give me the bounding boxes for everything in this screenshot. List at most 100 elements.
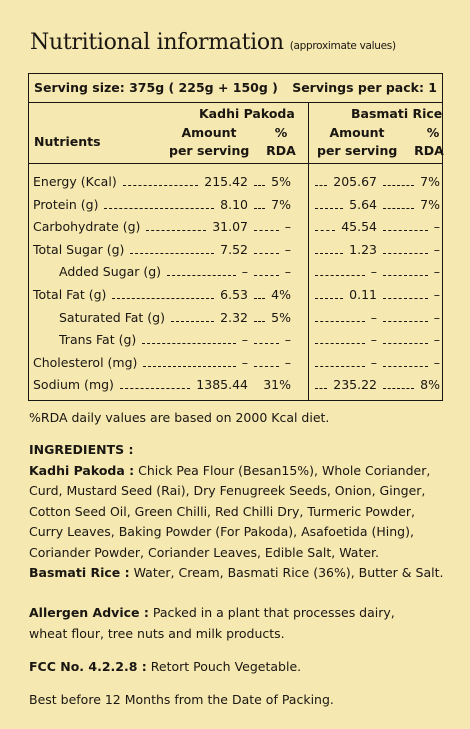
nutrient-row: Added Sugar (g) – – – – [33,264,440,282]
nutrients-header: Nutrients [34,134,101,149]
dotted-leader [254,207,265,209]
dotted-leader [254,230,279,232]
nutrient-row: Carbohydrate (g) 31.07 – 45.54 – [33,219,440,237]
dotted-leader [254,275,279,277]
nutrient-row: Cholesterol (mg) – – – – [33,354,440,373]
fcc-text: Retort Pouch Vegetable. [150,659,302,674]
kadhi-rda: 31% [263,377,291,393]
dotted-leader [315,252,343,254]
servings-per-pack: Servings per pack: 1 [292,80,437,95]
rice-label: Basmati Rice : [29,565,130,580]
dotted-leader [254,365,279,367]
kadhi-amount: 7.52 [220,241,248,257]
rice-rda: 8% [420,377,440,393]
rice-amount: – [370,309,377,325]
kadhi-rda: 5% [271,174,291,189]
kadhi-amount: – [241,264,248,280]
rice-amount: 205.67 [333,174,377,189]
rice-rda: 7% [420,196,440,212]
rice-rda: – [433,287,440,302]
dotted-leader [315,185,327,186]
dotted-leader [315,343,365,345]
col-kadhi-header: Kadhi Pakoda [199,106,295,121]
nutrient-name: Protein (g) [33,196,99,212]
dotted-leader [143,365,236,367]
dotted-leader [112,298,214,299]
dotted-leader [254,185,265,186]
rice-amount: 5.64 [349,196,377,212]
kadhi-rda: – [284,241,291,257]
allergen-section: Allergen Advice : Packed in a plant that… [29,603,449,644]
kadhi-rda: – [284,219,291,235]
dotted-leader [254,343,279,345]
nutrient-name: Added Sugar (g) [59,264,162,280]
rice-rda: 7% [420,174,440,189]
ingredients-heading: INGREDIENTS : [29,442,134,457]
nutrient-name: Carbohydrate (g) [33,219,141,235]
nutrient-row: Trans Fat (g) – – – – [33,332,440,350]
nutrient-name: Saturated Fat (g) [59,309,165,325]
kadhi-line-5: Coriander Powder, Coriander Leaves, Edib… [29,544,379,560]
best-before: Best before 12 Months from the Date of P… [29,692,334,707]
dotted-leader [315,365,365,367]
nutrient-row: Saturated Fat (g) 2.32 5% – – [33,309,440,328]
nutrient-name: Total Sugar (g) [33,241,125,257]
nutrient-name: Sodium (mg) [33,377,114,393]
fcc-section: FCC No. 4.2.2.8 : Retort Pouch Vegetable… [29,657,449,678]
rice-rda: – [433,332,440,348]
nutrient-name: Trans Fat (g) [59,332,137,348]
dotted-leader [130,252,214,254]
kadhi-amount: 215.42 [204,174,248,189]
dotted-leader [120,388,190,390]
kadhi-amount: 31.07 [212,219,248,235]
kadhi-rda: – [284,354,291,370]
kadhi-pct-header: % [274,125,288,140]
kadhi-rda: – [284,264,291,280]
kadhi-amount: 2.32 [220,309,248,325]
dotted-leader [315,275,365,277]
dotted-leader [315,388,327,390]
dotted-leader [167,275,236,277]
dotted-leader [254,320,265,322]
dotted-leader [383,298,428,299]
dotted-leader [315,320,365,322]
kadhi-rda: 4% [271,287,291,302]
kadhi-rda: 5% [271,309,291,325]
dotted-leader [383,320,428,322]
dotted-leader [383,388,414,390]
dotted-leader [104,207,214,209]
dotted-leader [142,343,236,345]
rice-text: Water, Cream, Basmati Rice (36%), Butter… [133,565,444,580]
divider-top [29,102,442,103]
nutrient-name: Energy (Kcal) [33,174,117,189]
allergen-line-2: wheat flour, tree nuts and milk products… [29,625,285,641]
kadhi-amount: – [241,332,248,348]
dotted-leader [383,343,428,345]
nutrition-table: Serving size: 375g ( 225g + 150g ) Servi… [28,73,444,401]
dotted-leader [171,320,214,322]
rice-per-serving-header: per serving [317,143,398,158]
kadhi-rda: – [284,332,291,348]
rice-amount: – [370,354,377,370]
dotted-leader [383,275,428,277]
allergen-line-1: Packed in a plant that processes dairy, [152,605,395,620]
rice-pct-header: % [426,125,440,140]
title-text: Nutritional information [30,30,284,55]
dotted-leader [123,185,198,186]
rice-rda: – [433,309,440,325]
kadhi-rda: 7% [271,196,291,212]
nutrient-row: Total Fat (g) 6.53 4% 0.11 – [33,287,440,305]
kadhi-amount-header: Amount [181,125,237,140]
rice-amount: 235.22 [333,377,377,393]
kadhi-amount: 6.53 [220,287,248,302]
kadhi-line-3: Cotton Seed Oil, Green Chilli, Red Chill… [29,503,415,519]
nutrient-name: Cholesterol (mg) [33,354,138,370]
rice-amount: – [370,264,377,280]
nutrient-row: Sodium (mg) 1385.44 31% 235.22 8% [33,377,440,395]
dotted-leader [315,230,335,232]
nutrient-row: Energy (Kcal) 215.42 5% 205.67 7% [33,174,440,192]
column-divider [308,103,309,400]
rice-amount: 1.23 [349,241,377,257]
title-note: (approximate values) [289,40,396,52]
kadhi-amount: – [241,354,248,370]
